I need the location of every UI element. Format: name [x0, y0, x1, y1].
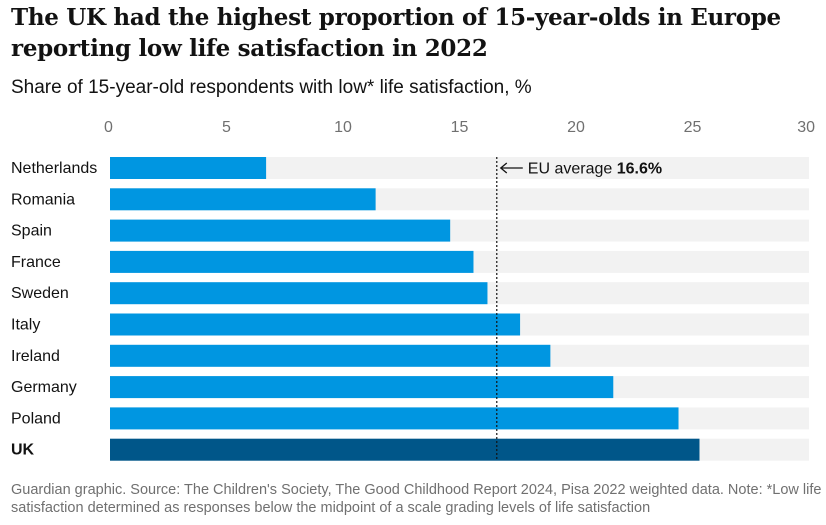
- bar-france: [110, 250, 474, 273]
- category-label: Spain: [11, 223, 52, 240]
- x-axis-ticks: 0 5 10 15 20 25 30: [104, 119, 815, 136]
- bar-netherlands: [110, 157, 267, 179]
- bar-track: [110, 157, 809, 179]
- category-label: France: [11, 254, 61, 271]
- category-label: Sweden: [11, 285, 69, 302]
- category-label: UK: [11, 442, 35, 459]
- arrow-head-icon: [499, 162, 508, 174]
- chart-title: The UK had the highest proportion of 15-…: [11, 4, 781, 62]
- source-footnote: Guardian graphic. Source: The Children's…: [11, 482, 822, 516]
- category-label: Germany: [11, 379, 77, 396]
- category-labels: Netherlands Romania Spain France Sweden Italy…: [11, 160, 97, 459]
- bar-germany: [110, 376, 614, 399]
- bar-spain: [110, 219, 451, 242]
- chart-subtitle: Share of 15-year-old respondents with lo…: [11, 77, 532, 98]
- x-tick-label: 15: [451, 119, 469, 136]
- category-label: Poland: [11, 410, 61, 427]
- x-tick-label: 10: [334, 119, 352, 136]
- category-label: Ireland: [11, 348, 60, 365]
- x-tick-label: 20: [567, 119, 585, 136]
- bar-italy: [110, 313, 521, 336]
- eu-average-label: EU average 16.6%: [528, 161, 662, 178]
- category-label: Italy: [11, 317, 40, 334]
- x-tick-label: 25: [684, 119, 702, 136]
- category-label: Netherlands: [11, 160, 97, 177]
- bar-uk: [110, 438, 700, 461]
- bars: [110, 157, 700, 461]
- bar-sweden: [110, 282, 488, 305]
- x-tick-label: 5: [222, 119, 231, 136]
- bar-poland: [110, 407, 679, 430]
- category-label: Romania: [11, 191, 75, 208]
- x-tick-label: 30: [797, 119, 815, 136]
- eu-average-reference: EU average 16.6%: [496, 157, 662, 461]
- x-tick-label: 0: [104, 119, 113, 136]
- bar-romania: [110, 188, 376, 211]
- bar-ireland: [110, 344, 551, 367]
